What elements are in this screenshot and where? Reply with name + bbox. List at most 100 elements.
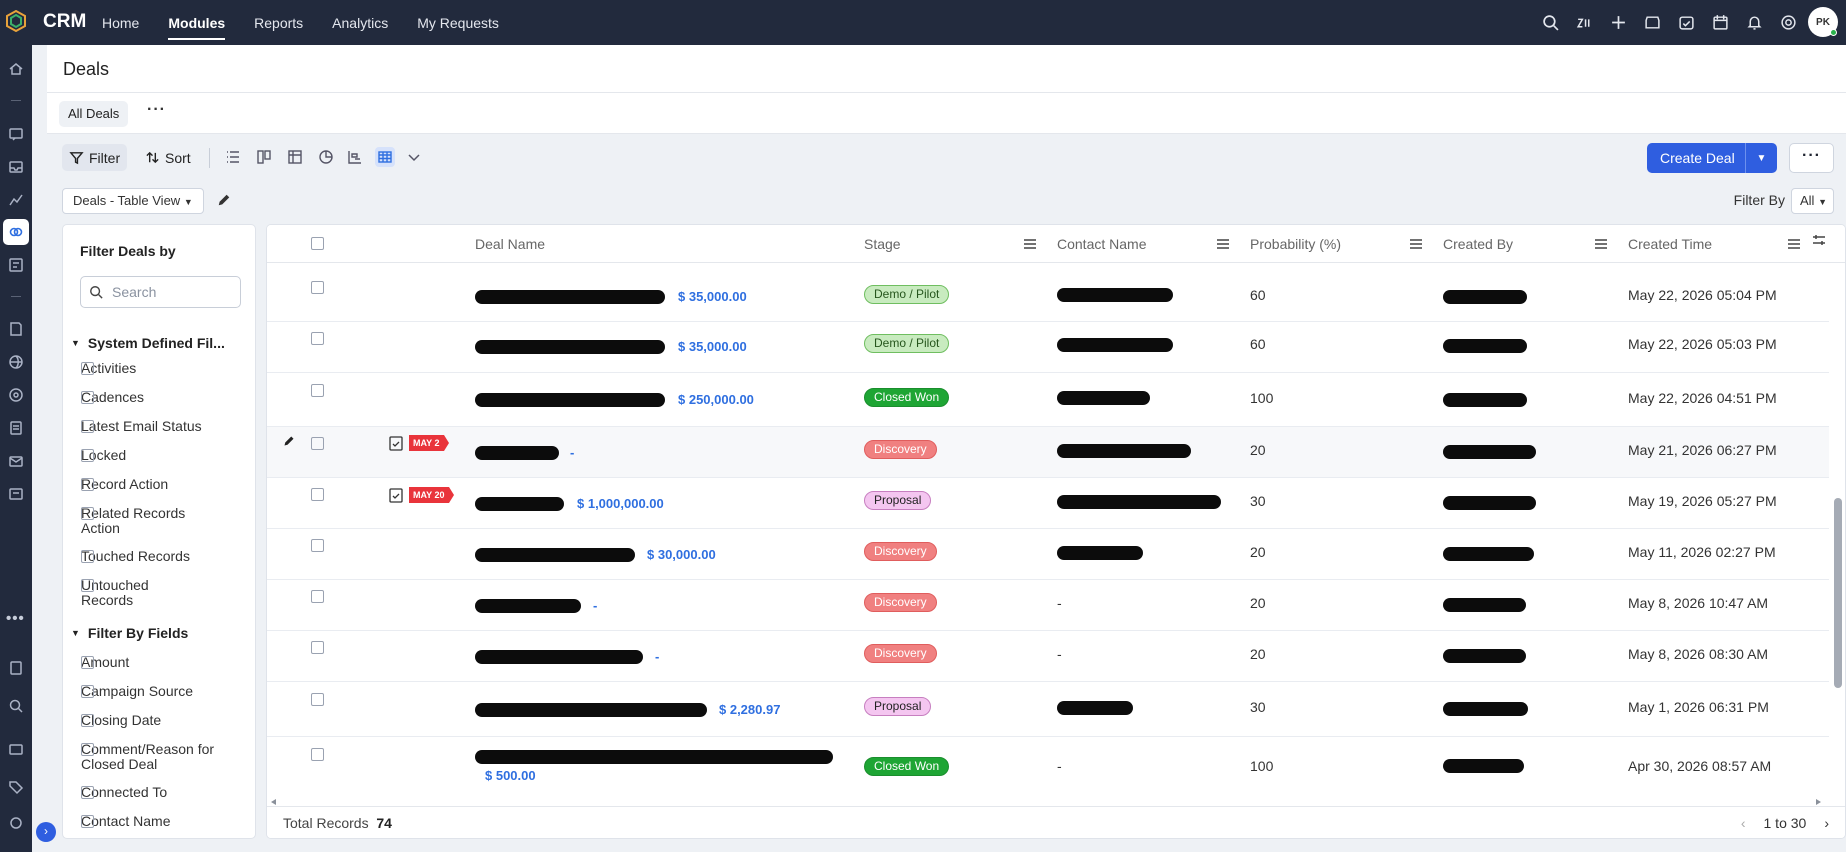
table-row[interactable]: - Discovery - 20 May 8, 2026 08:30 AM	[267, 631, 1829, 682]
table-row[interactable]: MAY 20 $ 1,000,000.00 Proposal 30 May 19…	[267, 478, 1829, 529]
nav-my-requests[interactable]: My Requests	[417, 14, 499, 31]
analytics-icon[interactable]	[7, 191, 25, 209]
deal-amount[interactable]: $ 35,000.00	[678, 339, 747, 354]
table-row[interactable]: - Discovery - 20 May 8, 2026 10:47 AM	[267, 580, 1829, 631]
checkbox[interactable]	[81, 579, 94, 592]
expand-sidebar-icon[interactable]: ›	[36, 822, 56, 842]
inbox-icon[interactable]	[7, 158, 25, 176]
column-menu-icon[interactable]	[1594, 237, 1608, 251]
forms-icon[interactable]	[7, 485, 25, 503]
timeline-view-icon[interactable]	[345, 147, 365, 167]
checkbox[interactable]	[81, 507, 94, 520]
deal-amount[interactable]: $ 30,000.00	[647, 547, 716, 562]
modules-icon[interactable]	[3, 219, 29, 245]
add-icon[interactable]	[1608, 12, 1628, 32]
checkbox[interactable]	[81, 743, 94, 756]
more-apps-icon[interactable]: •••	[6, 610, 25, 627]
deal-amount[interactable]: $ 500.00	[485, 768, 536, 783]
column-settings-icon[interactable]	[1812, 233, 1826, 247]
sheet-view-icon[interactable]	[285, 147, 305, 167]
filter-touched-records[interactable]: Touched Records	[81, 549, 190, 564]
zia-icon[interactable]	[1574, 12, 1594, 32]
deal-amount[interactable]: $ 250,000.00	[678, 392, 754, 407]
kanban-view-icon[interactable]	[254, 147, 274, 167]
filter-activities[interactable]: Activities	[81, 361, 136, 376]
reports-icon[interactable]	[7, 659, 25, 677]
checkbox[interactable]	[81, 449, 94, 462]
horizontal-scrollbar[interactable]	[271, 799, 1821, 805]
filter-locked[interactable]: Locked	[81, 448, 126, 463]
table-row[interactable]: $ 2,280.97 Proposal 30 May 1, 2026 06:31…	[267, 682, 1829, 737]
campaigns-icon[interactable]	[7, 256, 25, 274]
more-views-chevron-icon[interactable]	[404, 147, 424, 167]
table-row[interactable]: $ 250,000.00 Closed Won 100 May 22, 2026…	[267, 373, 1829, 427]
checkbox[interactable]	[81, 786, 94, 799]
col-contact-name[interactable]: Contact Name	[1057, 236, 1147, 252]
wallet-icon[interactable]	[7, 740, 25, 758]
checkbox[interactable]	[81, 815, 94, 828]
row-checkbox[interactable]	[311, 539, 324, 552]
checkbox[interactable]	[81, 685, 94, 698]
view-more-icon[interactable]: ···	[147, 101, 166, 118]
checkbox[interactable]	[81, 714, 94, 727]
task-icon[interactable]	[389, 435, 403, 451]
next-page-icon[interactable]: ›	[1824, 815, 1829, 831]
search-icon[interactable]	[1540, 12, 1560, 32]
chart-view-icon[interactable]	[316, 147, 336, 167]
checkbox[interactable]	[81, 478, 94, 491]
column-menu-icon[interactable]	[1787, 237, 1801, 251]
create-deal-button[interactable]: Create Deal ▼	[1647, 143, 1777, 173]
filter-related-records-action[interactable]: Related Records Action	[81, 506, 216, 536]
activities-icon[interactable]	[1676, 12, 1696, 32]
filter-comment-reason[interactable]: Comment/Reason for Closed Deal	[81, 742, 231, 772]
column-menu-icon[interactable]	[1409, 237, 1423, 251]
checkbox[interactable]	[81, 362, 94, 375]
col-probability[interactable]: Probability (%)	[1250, 236, 1342, 252]
filter-amount[interactable]: Amount	[81, 655, 129, 670]
filter-closing-date[interactable]: Closing Date	[81, 713, 161, 728]
calendar-icon[interactable]	[1710, 12, 1730, 32]
edit-view-icon[interactable]	[217, 193, 231, 207]
table-row[interactable]: $ 30,000.00 Discovery 20 May 11, 2026 02…	[267, 529, 1829, 580]
row-checkbox[interactable]	[311, 384, 324, 397]
col-deal-name[interactable]: Deal Name	[475, 236, 546, 252]
filter-latest-email-status[interactable]: Latest Email Status	[81, 419, 202, 434]
more-actions-button[interactable]: ···	[1789, 143, 1834, 173]
filter-connected-to[interactable]: Connected To	[81, 785, 167, 800]
deal-amount[interactable]: $ 1,000,000.00	[577, 496, 664, 511]
col-created-time[interactable]: Created Time	[1628, 236, 1713, 252]
checkbox[interactable]	[81, 550, 94, 563]
filter-record-action[interactable]: Record Action	[81, 477, 168, 492]
row-checkbox[interactable]	[311, 748, 324, 761]
nav-reports[interactable]: Reports	[254, 14, 304, 31]
brand-name[interactable]: CRM	[43, 11, 87, 32]
field-filters-section[interactable]: ▼ Filter By Fields	[71, 625, 188, 641]
table-row[interactable]: MAY 2 - Discovery 20 May 21, 2026 06:27 …	[267, 427, 1829, 478]
col-created-by[interactable]: Created By	[1443, 236, 1514, 252]
feeds-icon[interactable]	[7, 125, 25, 143]
row-checkbox[interactable]	[311, 488, 324, 501]
col-stage[interactable]: Stage	[864, 236, 901, 252]
globe-icon[interactable]	[7, 353, 25, 371]
checkbox[interactable]	[81, 420, 94, 433]
row-checkbox[interactable]	[311, 281, 324, 294]
filter-contact-name[interactable]: Contact Name	[81, 814, 170, 829]
integrations-icon[interactable]	[7, 386, 25, 404]
notifications-icon[interactable]	[1744, 12, 1764, 32]
nav-home[interactable]: Home	[102, 14, 140, 31]
filter-search-input[interactable]: Search	[80, 276, 241, 308]
documents-icon[interactable]	[7, 419, 25, 437]
checkbox[interactable]	[81, 656, 94, 669]
avatar[interactable]: PK	[1808, 7, 1838, 37]
row-checkbox[interactable]	[311, 590, 324, 603]
mail-icon[interactable]	[7, 452, 25, 470]
create-dropdown-chevron-icon[interactable]: ▼	[1745, 143, 1777, 173]
row-checkbox[interactable]	[311, 641, 324, 654]
view-selector[interactable]: Deals - Table View ▼	[62, 188, 204, 214]
marketplace-icon[interactable]	[1642, 12, 1662, 32]
table-row[interactable]: $ 35,000.00 Demo / Pilot 60 May 22, 2026…	[267, 273, 1829, 322]
row-checkbox[interactable]	[311, 332, 324, 345]
tag-icon[interactable]	[7, 778, 25, 796]
filter-campaign-source[interactable]: Campaign Source	[81, 684, 193, 699]
nav-modules[interactable]: Modules	[168, 14, 226, 40]
